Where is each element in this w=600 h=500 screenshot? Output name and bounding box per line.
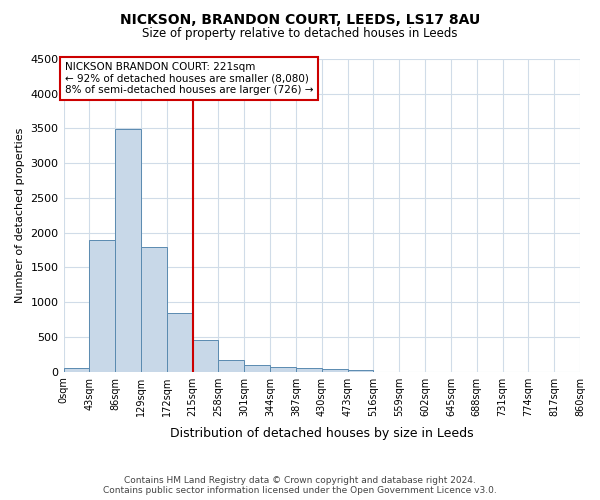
Bar — [64, 368, 89, 372]
Bar — [193, 340, 218, 372]
X-axis label: Distribution of detached houses by size in Leeds: Distribution of detached houses by size … — [170, 427, 473, 440]
Y-axis label: Number of detached properties: Number of detached properties — [15, 128, 25, 303]
Bar — [296, 368, 322, 372]
Bar — [115, 129, 141, 372]
Bar — [270, 367, 296, 372]
Bar — [141, 248, 167, 372]
Bar — [244, 364, 270, 372]
Bar — [167, 313, 193, 372]
Text: NICKSON, BRANDON COURT, LEEDS, LS17 8AU: NICKSON, BRANDON COURT, LEEDS, LS17 8AU — [120, 12, 480, 26]
Bar — [89, 240, 115, 372]
Text: Size of property relative to detached houses in Leeds: Size of property relative to detached ho… — [142, 28, 458, 40]
Bar — [347, 370, 373, 372]
Text: Contains HM Land Registry data © Crown copyright and database right 2024.
Contai: Contains HM Land Registry data © Crown c… — [103, 476, 497, 495]
Text: NICKSON BRANDON COURT: 221sqm
← 92% of detached houses are smaller (8,080)
8% of: NICKSON BRANDON COURT: 221sqm ← 92% of d… — [65, 62, 313, 95]
Bar — [322, 369, 347, 372]
Bar — [218, 360, 244, 372]
